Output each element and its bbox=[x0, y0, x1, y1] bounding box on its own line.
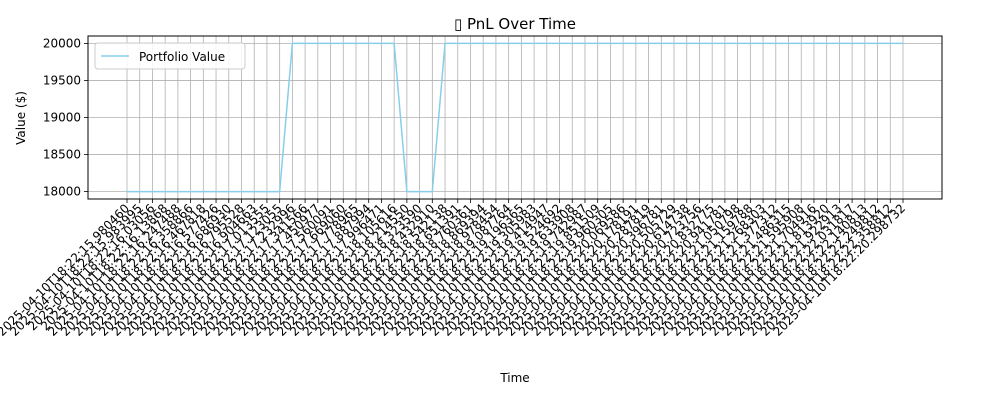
data-point bbox=[228, 190, 230, 193]
data-point bbox=[520, 42, 522, 45]
data-point bbox=[673, 42, 675, 45]
y-tick-label: 19000 bbox=[43, 111, 81, 125]
data-point bbox=[329, 42, 332, 45]
y-tick-label: 18000 bbox=[43, 185, 81, 199]
data-point bbox=[240, 190, 243, 193]
data-point bbox=[431, 190, 433, 193]
data-point bbox=[584, 42, 586, 45]
data-point bbox=[851, 42, 853, 45]
data-point bbox=[418, 190, 421, 193]
data-point bbox=[558, 42, 561, 45]
data-point bbox=[737, 42, 739, 45]
data-point bbox=[622, 42, 624, 45]
data-point bbox=[826, 42, 828, 45]
data-point bbox=[457, 42, 459, 45]
y-tick-label: 18500 bbox=[43, 148, 81, 162]
data-point bbox=[533, 42, 535, 45]
y-axis-title: Value ($) bbox=[14, 91, 28, 145]
data-point bbox=[177, 190, 179, 193]
data-point bbox=[380, 42, 383, 45]
legend: Portfolio Value bbox=[94, 42, 246, 70]
legend-label: Portfolio Value bbox=[139, 50, 225, 64]
data-point bbox=[291, 42, 293, 45]
data-point bbox=[800, 42, 802, 45]
data-point bbox=[762, 42, 764, 45]
data-point bbox=[406, 190, 408, 193]
data-point bbox=[190, 190, 192, 193]
data-point bbox=[889, 42, 891, 45]
data-point bbox=[342, 42, 344, 45]
series-line-portfolio-value bbox=[127, 42, 903, 193]
data-point bbox=[482, 42, 484, 45]
data-point bbox=[393, 42, 395, 45]
legend-box bbox=[94, 42, 246, 70]
data-point bbox=[253, 190, 255, 193]
data-point bbox=[902, 42, 904, 45]
y-axis: 18000 18500 19000 19500 20000 bbox=[43, 36, 88, 199]
data-point bbox=[864, 42, 866, 45]
data-point bbox=[698, 42, 701, 45]
chart-title: ▯ PnL Over Time bbox=[454, 15, 576, 33]
data-point bbox=[508, 42, 510, 45]
data-point bbox=[139, 190, 141, 193]
data-point bbox=[597, 42, 599, 45]
data-point bbox=[775, 42, 777, 45]
y-tick-label: 20000 bbox=[43, 36, 81, 50]
data-point bbox=[215, 190, 217, 193]
x-axis-title: Time bbox=[499, 371, 529, 385]
series-layer bbox=[126, 42, 904, 193]
data-point bbox=[724, 42, 726, 45]
data-point bbox=[164, 190, 166, 193]
data-point bbox=[279, 190, 281, 193]
data-point bbox=[647, 42, 650, 45]
data-point bbox=[126, 190, 128, 193]
data-point bbox=[304, 42, 306, 45]
data-point bbox=[711, 42, 713, 45]
data-point bbox=[317, 42, 319, 45]
data-point bbox=[151, 190, 154, 193]
x-axis: 2025-04-10T18:22:15.9804602025-04-10T18:… bbox=[0, 199, 908, 339]
data-point bbox=[609, 42, 612, 45]
data-point bbox=[686, 42, 688, 45]
data-point bbox=[266, 190, 268, 193]
data-point bbox=[571, 42, 573, 45]
data-point bbox=[813, 42, 815, 45]
data-point bbox=[660, 42, 662, 45]
data-point bbox=[787, 42, 790, 45]
data-point bbox=[495, 42, 497, 45]
data-point bbox=[368, 42, 370, 45]
data-point bbox=[635, 42, 637, 45]
data-point bbox=[202, 190, 204, 193]
data-point bbox=[876, 42, 879, 45]
y-tick-label: 19500 bbox=[43, 73, 81, 87]
data-point bbox=[749, 42, 751, 45]
data-point bbox=[546, 42, 548, 45]
data-point bbox=[838, 42, 840, 45]
data-point bbox=[469, 42, 472, 45]
data-point bbox=[444, 42, 446, 45]
data-point bbox=[355, 42, 357, 45]
